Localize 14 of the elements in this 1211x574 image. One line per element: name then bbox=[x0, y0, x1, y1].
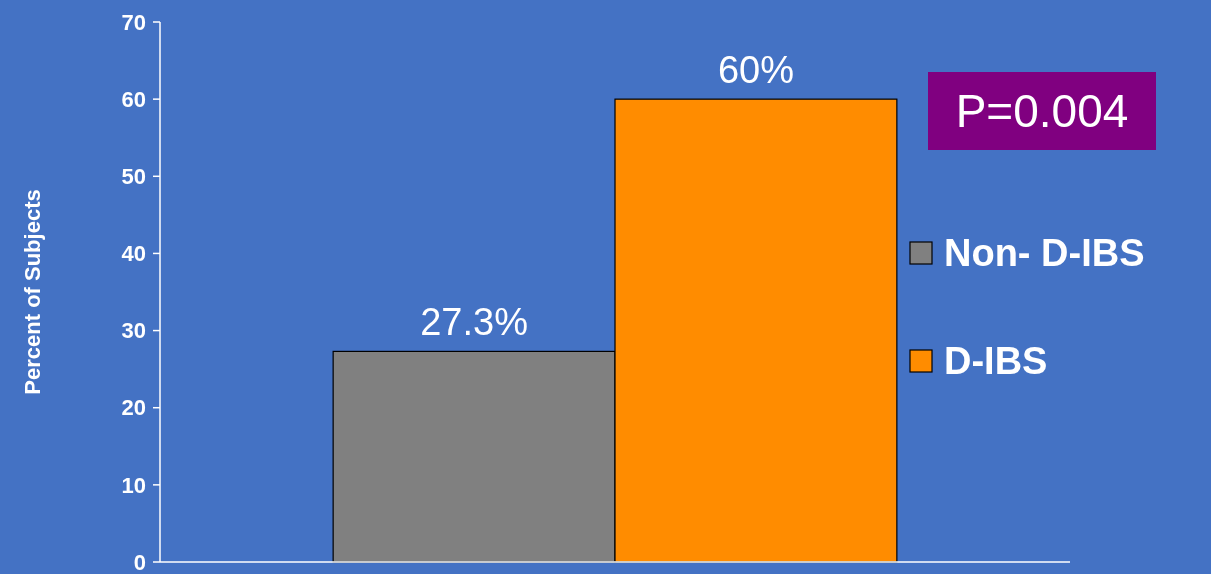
y-tick-label: 20 bbox=[121, 395, 146, 421]
legend-label: Non- D-IBS bbox=[944, 232, 1145, 275]
y-tick-label: 10 bbox=[121, 472, 146, 498]
y-tick-label: 40 bbox=[121, 241, 146, 267]
y-tick-label: 60 bbox=[121, 86, 146, 112]
data-label: 27.3% bbox=[420, 301, 528, 344]
y-tick-label: 30 bbox=[121, 318, 146, 344]
y-tick-label: 0 bbox=[133, 549, 146, 574]
y-axis-title: Percent of Subjects bbox=[20, 189, 45, 395]
data-label: 60% bbox=[717, 49, 794, 92]
annotation: P=0.004 bbox=[955, 85, 1129, 138]
legend-label: D-IBS bbox=[944, 340, 1048, 383]
y-tick-label: 50 bbox=[121, 163, 146, 189]
y-tick-label: 70 bbox=[121, 9, 146, 35]
